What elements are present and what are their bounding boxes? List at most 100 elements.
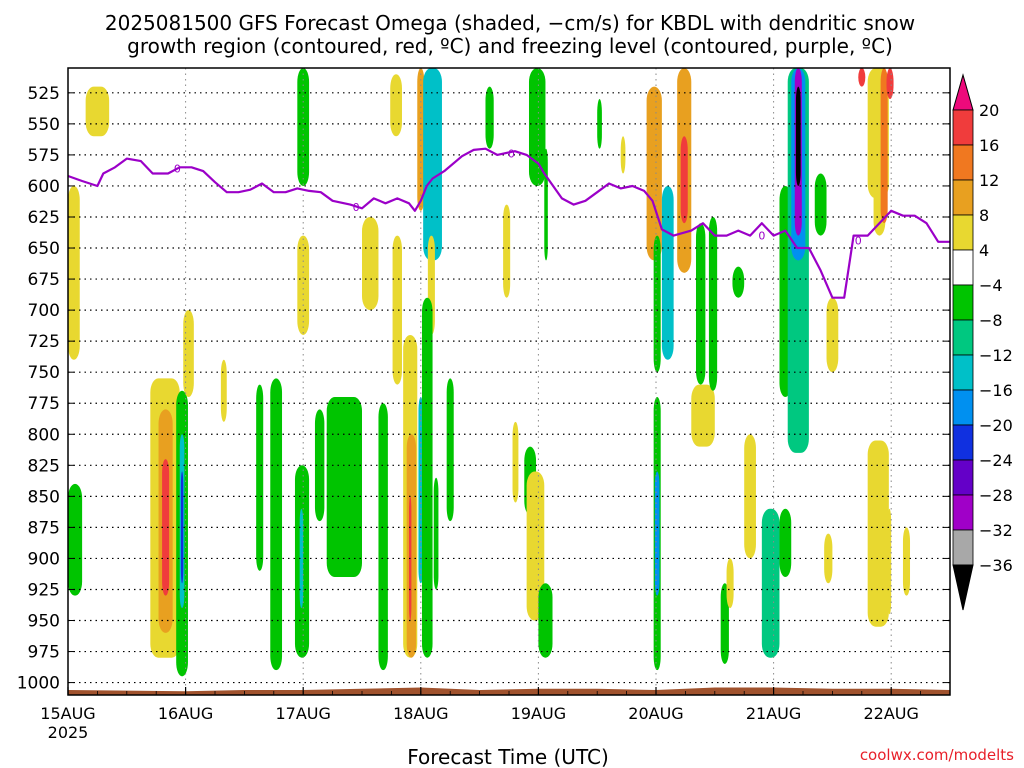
colorbar-label: −16 xyxy=(979,381,1013,400)
omega-region xyxy=(180,471,184,584)
y-tick-label: 850 xyxy=(28,487,60,507)
omega-region xyxy=(779,508,792,578)
colorbar-swatch xyxy=(952,459,974,496)
y-tick-label: 775 xyxy=(28,394,60,414)
colorbar-swatch xyxy=(952,529,974,566)
freezing-level-layer: 0 0 0 0 0 xyxy=(68,147,950,299)
omega-region xyxy=(646,86,662,261)
colorbar-label: −28 xyxy=(979,486,1013,505)
omega-region xyxy=(220,359,227,422)
colorbar-legend: 20 16 12 8 4 −4 −8 −12 −16 −20 −24 −28 −32 −36 xyxy=(952,73,1013,611)
colorbar-swatch xyxy=(952,319,974,356)
freezing-level-contour-label: 0 xyxy=(508,148,515,161)
colorbar-label: 4 xyxy=(979,241,989,260)
omega-region xyxy=(485,86,494,149)
colorbar-swatch xyxy=(952,109,974,146)
x-tick-label: 20AUG xyxy=(628,704,683,723)
omega-region xyxy=(680,136,688,224)
omega-region xyxy=(421,297,433,658)
colorbar-swatch xyxy=(952,494,974,531)
colorbar-arrow-bottom xyxy=(952,564,974,611)
y-tick-label: 975 xyxy=(28,643,60,663)
x-axis-title: Forecast Time (UTC) xyxy=(407,745,609,768)
omega-region xyxy=(256,384,264,571)
freezing-level-line xyxy=(68,147,950,299)
y-tick-label: 800 xyxy=(28,425,60,445)
omega-region xyxy=(880,68,888,224)
omega-region xyxy=(826,297,839,373)
x-tick-label: 22AUG xyxy=(863,704,918,723)
y-tick-label: 900 xyxy=(28,549,60,569)
colorbar-label: 20 xyxy=(979,101,999,120)
omega-region xyxy=(162,459,170,596)
y-tick-label: 725 xyxy=(28,332,60,352)
omega-region xyxy=(423,68,442,261)
x-tick-label: 17AUG xyxy=(275,704,330,723)
colorbar-label: 16 xyxy=(979,136,999,155)
grid-layer xyxy=(68,68,950,695)
colorbar-swatch xyxy=(952,179,974,216)
y-tick-label: 750 xyxy=(28,363,60,383)
x-tick-label: 16AUG xyxy=(158,704,213,723)
omega-region xyxy=(886,68,894,100)
y-tick-label: 1000 xyxy=(17,674,60,694)
omega-region xyxy=(299,508,304,609)
omega-region xyxy=(526,471,545,621)
watermark-text: coolwx.com/modelts xyxy=(860,746,1014,764)
omega-region xyxy=(720,583,729,664)
y-tick-label: 650 xyxy=(28,239,60,259)
x-tick-label: 21AUG xyxy=(746,704,801,723)
omega-region xyxy=(297,68,310,186)
y-tick-label: 700 xyxy=(28,301,60,321)
y-tick-label: 575 xyxy=(28,146,60,166)
colorbar-swatch xyxy=(952,424,974,461)
omega-region xyxy=(326,397,362,578)
omega-region xyxy=(503,204,511,298)
colorbar-label: −36 xyxy=(979,556,1013,575)
x-tick-label: 15AUG xyxy=(40,704,95,723)
y-tick-label: 925 xyxy=(28,580,60,600)
y-tick-label: 625 xyxy=(28,208,60,228)
omega-region xyxy=(528,68,546,186)
colorbar-label: −4 xyxy=(979,276,1003,295)
x-axis-year-label: 2025 xyxy=(48,723,89,742)
omega-region xyxy=(68,483,83,596)
colorbar-swatch xyxy=(952,214,974,251)
x-tick-label: 18AUG xyxy=(393,704,448,723)
colorbar-swatch xyxy=(952,249,974,286)
colorbar-label: 8 xyxy=(979,206,989,225)
freezing-level-contour-label: 0 xyxy=(855,235,862,248)
omega-region xyxy=(183,310,194,398)
omega-region xyxy=(726,558,734,609)
omega-region xyxy=(314,409,325,522)
chart-title-line-1: 2025081500 GFS Forecast Omega (shaded, −… xyxy=(105,11,915,35)
chart-title-line-2: growth region (contoured, red, ºC) and f… xyxy=(127,34,893,58)
omega-region xyxy=(795,86,801,186)
omega-region xyxy=(691,384,715,447)
omega-region xyxy=(654,471,660,596)
omega-region xyxy=(858,68,866,87)
omega-region xyxy=(270,378,283,671)
omega-region xyxy=(390,74,402,137)
omega-region xyxy=(512,421,519,503)
omega-region xyxy=(620,136,626,174)
omega-region xyxy=(814,173,827,236)
colorbar-swatch xyxy=(952,354,974,391)
omega-region xyxy=(661,185,674,360)
omega-region xyxy=(538,583,553,658)
omega-region xyxy=(392,235,402,385)
omega-region xyxy=(85,86,110,137)
omega-region xyxy=(761,508,780,658)
colorbar-swatch xyxy=(952,284,974,321)
omega-region xyxy=(708,216,718,391)
colorbar-arrow-top xyxy=(952,73,974,111)
omega-region xyxy=(597,99,602,149)
freezing-level-contour-label: 0 xyxy=(353,201,360,214)
y-tick-label: 950 xyxy=(28,612,60,632)
omega-region xyxy=(417,68,425,211)
omega-region xyxy=(695,223,706,385)
colorbar-swatch xyxy=(952,389,974,426)
y-tick-label: 675 xyxy=(28,270,60,290)
